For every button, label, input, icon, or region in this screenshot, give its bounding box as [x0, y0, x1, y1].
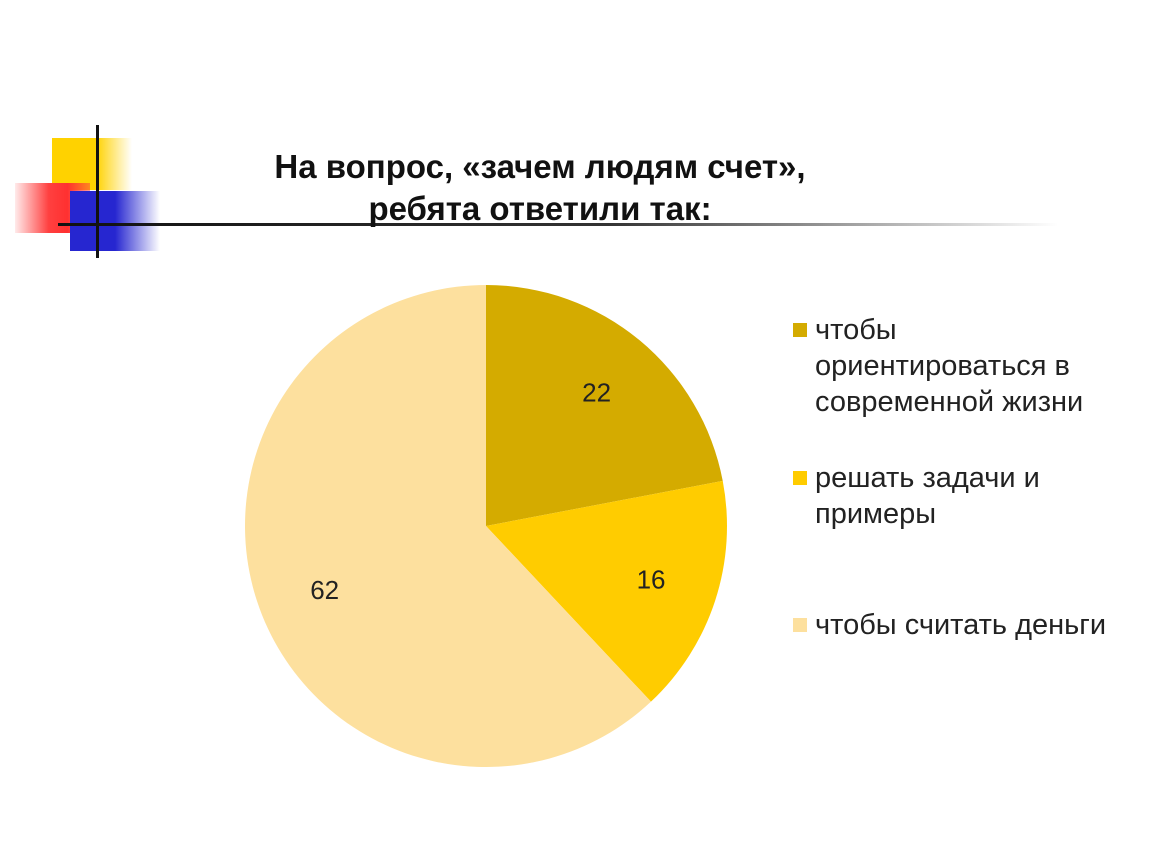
- chart-title-line-1: На вопрос, «зачем людям счет»,: [274, 148, 806, 185]
- legend-label: чтобы считать деньги: [815, 609, 1107, 641]
- legend-label: чтобы ориентироваться в современной жизн…: [815, 314, 1084, 418]
- legend-item-orientation: чтобы ориентироваться в современной жизн…: [793, 312, 1123, 420]
- decor-horizontal-line: [58, 223, 1058, 226]
- chart-title: На вопрос, «зачем людям счет», ребята от…: [240, 146, 840, 230]
- decor-blue-square: [70, 191, 160, 251]
- data-label: 22: [582, 377, 611, 407]
- chart-title-line-2: ребята ответили так:: [368, 190, 712, 227]
- data-label: 16: [637, 565, 666, 595]
- legend-label: решать задачи и примеры: [815, 462, 1040, 530]
- legend-swatch: [793, 323, 807, 337]
- pie-slice-tasks: [486, 480, 727, 702]
- pie-slice-money: [245, 285, 651, 768]
- legend-item-tasks: решать задачи и примеры: [793, 460, 1123, 532]
- decor-vertical-line: [96, 125, 99, 258]
- decor-yellow-square: [52, 138, 132, 190]
- legend-swatch: [793, 618, 807, 632]
- data-label: 62: [310, 575, 339, 605]
- pie-slice-orientation: [486, 285, 723, 526]
- legend-item-money: чтобы считать деньги: [793, 607, 1106, 643]
- legend-swatch: [793, 471, 807, 485]
